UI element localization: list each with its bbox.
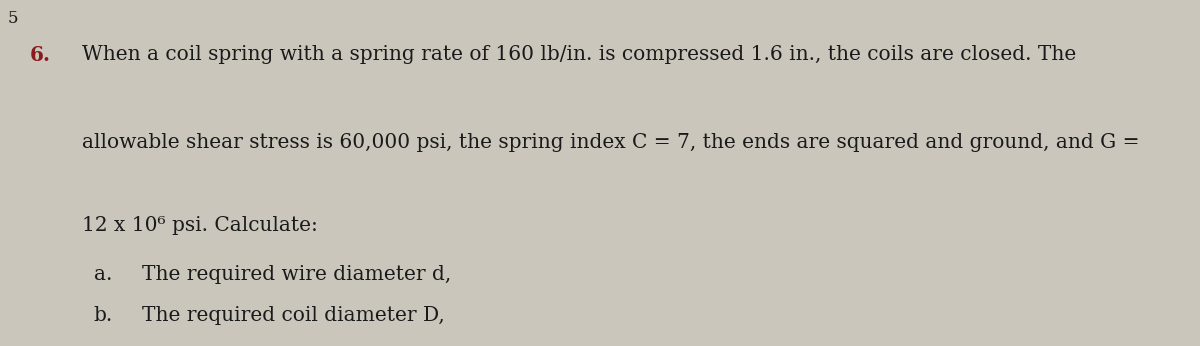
Text: When a coil spring with a spring rate of 160 lb/in. is compressed 1.6 in., the c: When a coil spring with a spring rate of… (82, 45, 1076, 64)
Text: The required coil diameter D,: The required coil diameter D, (142, 306, 444, 325)
Text: 12 x 10⁶ psi. Calculate:: 12 x 10⁶ psi. Calculate: (82, 216, 318, 235)
Text: allowable shear stress is 60,000 psi, the spring index C = 7, the ends are squar: allowable shear stress is 60,000 psi, th… (82, 133, 1139, 152)
Text: 6.: 6. (30, 45, 50, 65)
Text: a.: a. (94, 265, 112, 284)
Text: The required wire diameter d,: The required wire diameter d, (142, 265, 451, 284)
Text: 5: 5 (7, 10, 18, 27)
Text: b.: b. (94, 306, 113, 325)
